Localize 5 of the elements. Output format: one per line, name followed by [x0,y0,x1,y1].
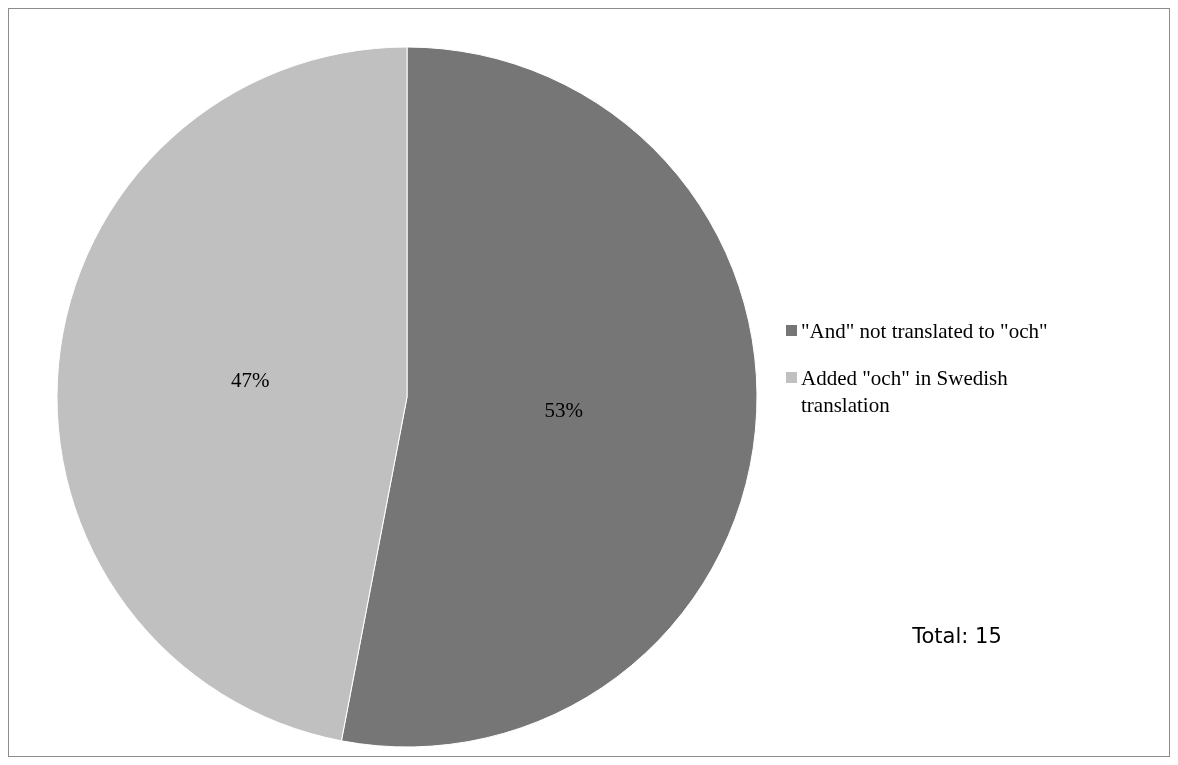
text: Total: 15 [911,624,1002,648]
legend-label: "And" not translated to "och" [801,319,1048,343]
legend-label: Added "och" in Swedish translation [801,366,1009,417]
data-label: 53% [544,397,584,422]
data-label: 47% [230,367,270,392]
